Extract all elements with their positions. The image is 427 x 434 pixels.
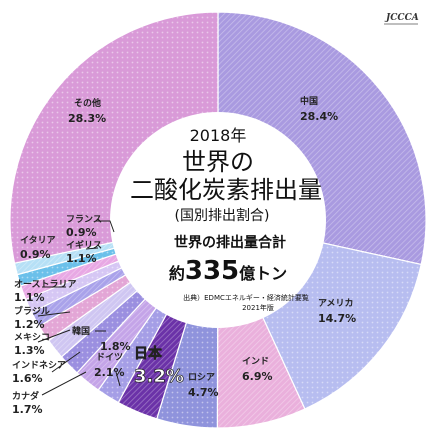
label-germany-name: ドイツ (96, 352, 123, 363)
leader-mexico (37, 329, 71, 343)
label-china-name: 中国 (300, 95, 318, 107)
label-canada-name: カナダ (12, 390, 39, 402)
logo: JCCCA (384, 13, 419, 25)
label-france-name: フランス (66, 214, 102, 225)
total-unit: 億トン (239, 264, 287, 283)
leader-indonesia (51, 351, 81, 373)
leader-germany (115, 371, 121, 387)
slice-labels: 中国 28.4% アメリカ 14.7% インド 6.9% ロシア 4.7% 日本… (12, 95, 356, 416)
logo-text: JCCCA (384, 13, 419, 23)
label-japan-name: 日本 (134, 345, 163, 362)
label-india-name: インド (242, 356, 269, 367)
label-brazil-value: 1.2% (14, 318, 45, 331)
label-uk-name: イギリス (66, 239, 102, 251)
center-title-line1: 世界の (182, 148, 254, 176)
label-italy-name: イタリア (20, 234, 56, 246)
label-indonesia-value: 1.6% (12, 372, 43, 385)
center-disc (110, 112, 326, 328)
label-france-value: 0.9% (66, 226, 97, 239)
label-india-value: 6.9% (242, 370, 273, 383)
label-canada-value: 1.7% (12, 403, 43, 416)
total-value: 335 (185, 256, 239, 286)
label-australia-value: 1.1% (14, 291, 45, 304)
label-russia-name: ロシア (188, 372, 215, 383)
label-germany-value: 2.1% (94, 366, 125, 379)
center-source-line1: 出典）EDMCエネルギー・経済統計要覧 (183, 293, 309, 302)
label-others-name: その他 (74, 97, 101, 109)
total-prefix: 約 (169, 264, 185, 283)
leader-brazil (37, 311, 71, 317)
label-mexico-value: 1.3% (14, 344, 45, 357)
leader-canada (41, 371, 87, 396)
center-title-line2: 二酸化炭素排出量 (130, 176, 322, 204)
center-subtitle: (国別排出割合) (175, 207, 270, 224)
center-source-line2: 2021年版 (242, 303, 274, 312)
label-uk-value: 1.1% (66, 252, 97, 265)
label-australia-name: オーストラリア (14, 279, 77, 290)
label-korea-value: 1.8% (100, 340, 131, 353)
label-china-value: 28.4% (300, 110, 338, 123)
label-korea-name: 韓国 (72, 325, 90, 337)
label-indonesia-name: インドネシア (12, 360, 66, 371)
label-mexico-name: メキシコ (14, 332, 50, 343)
label-japan-value: 3.2% (134, 366, 184, 387)
leader-uk (85, 247, 99, 250)
center-total-label: 世界の排出量合計 (174, 234, 286, 251)
label-usa-name: アメリカ (318, 298, 354, 309)
label-others-value: 28.3% (68, 112, 106, 125)
leader-france (96, 220, 115, 233)
label-italy-value: 0.9% (20, 248, 51, 261)
label-brazil-name: ブラジル (14, 305, 50, 317)
label-usa-value: 14.7% (318, 312, 356, 325)
center-total: 約335億トン (169, 256, 287, 286)
leader-lines (37, 220, 121, 396)
center-year: 2018年 (190, 126, 247, 145)
label-russia-value: 4.7% (188, 386, 219, 399)
